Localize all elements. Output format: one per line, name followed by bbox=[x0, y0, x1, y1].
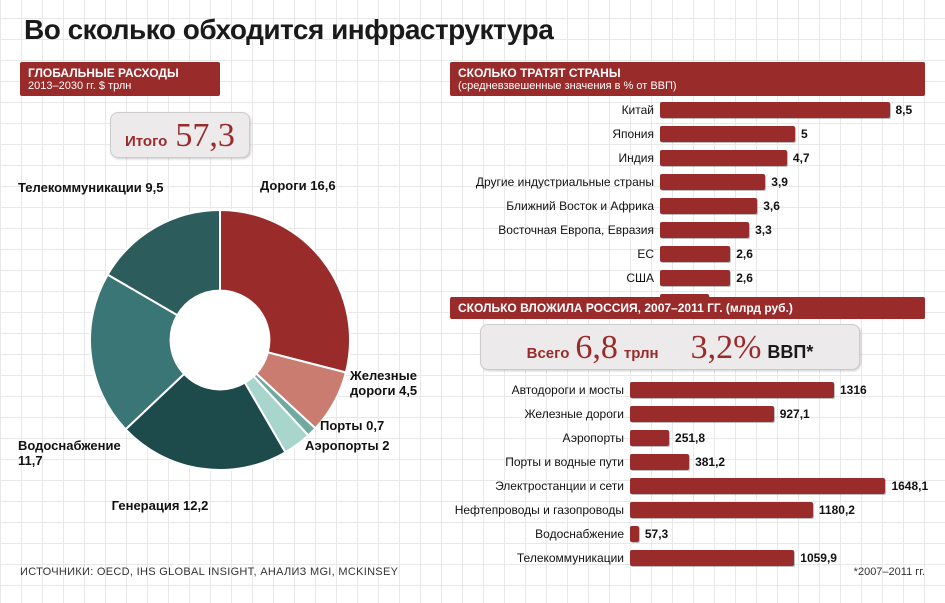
pie-slice-label: Железныедороги 4,5 bbox=[350, 368, 417, 398]
bar bbox=[630, 550, 794, 566]
bar-row: Водоснабжение 57,3 bbox=[450, 524, 930, 544]
main-title: Во сколько обходится инфраструктура bbox=[24, 14, 553, 46]
footnote: *2007–2011 гг. bbox=[854, 566, 925, 578]
bar-label: Железные дороги bbox=[450, 407, 630, 421]
bar-row: Ближний Восток и Африка 3,6 bbox=[450, 196, 930, 216]
bar-label: Индия bbox=[450, 151, 660, 165]
bar-label: Аэропорты bbox=[450, 431, 630, 445]
bar bbox=[630, 502, 813, 518]
bar-value: 1059,9 bbox=[794, 551, 837, 565]
bar-label: США bbox=[450, 271, 660, 285]
bar bbox=[630, 454, 689, 470]
bar-row: Аэропорты 251,8 bbox=[450, 428, 930, 448]
bar-label: Порты и водные пути bbox=[450, 455, 630, 469]
panel-title: ГЛОБАЛЬНЫЕ РАСХОДЫ bbox=[28, 66, 210, 80]
russia-total-label: Всего bbox=[527, 345, 570, 362]
bar bbox=[660, 126, 795, 142]
panel-subtitle: (средневзвешенные значения в % от ВВП) bbox=[458, 80, 915, 92]
bar bbox=[660, 150, 787, 166]
bar-value: 2,6 bbox=[730, 271, 753, 285]
bar-value: 4,7 bbox=[787, 151, 810, 165]
bar bbox=[660, 102, 890, 118]
bar-label: Китай bbox=[450, 103, 660, 117]
bar-row: Другие индустриальные страны 3,9 bbox=[450, 172, 930, 192]
bar-value: 3,6 bbox=[757, 199, 780, 213]
bar-row: Япония 5 bbox=[450, 124, 930, 144]
bar bbox=[630, 478, 885, 494]
bar-label: ЕС bbox=[450, 247, 660, 261]
bar-value: 251,8 bbox=[669, 431, 705, 445]
panel-header-global: ГЛОБАЛЬНЫЕ РАСХОДЫ 2013–2030 гг. $ трлн bbox=[20, 62, 220, 96]
panel-title: СКОЛЬКО ТРАТЯТ СТРАНЫ bbox=[458, 66, 915, 80]
bar-label: Телекоммуникации bbox=[450, 551, 630, 565]
bar-row: Электростанции и сети 1648,1 bbox=[450, 476, 930, 496]
pie-slice-label: Аэропорты 2 bbox=[305, 438, 390, 453]
russia-pct-value: 3,2% bbox=[691, 329, 762, 367]
bar-row: США 2,6 bbox=[450, 268, 930, 288]
panel-subtitle: 2013–2030 гг. $ трлн bbox=[28, 80, 210, 92]
bar-row: Автодороги и мосты 1316 bbox=[450, 380, 930, 400]
russia-total-value: 6,8 bbox=[575, 329, 618, 367]
bar bbox=[660, 198, 757, 214]
bar-value: 1316 bbox=[834, 383, 867, 397]
bar-label: Ближний Восток и Африка bbox=[450, 199, 660, 213]
bar-row: Восточная Европа, Евразия 3,3 bbox=[450, 220, 930, 240]
bar bbox=[630, 382, 834, 398]
bar bbox=[660, 174, 765, 190]
panel-header-countries: СКОЛЬКО ТРАТЯТ СТРАНЫ (средневзвешенные … bbox=[450, 62, 925, 96]
total-pill: Итого 57,3 bbox=[110, 112, 250, 158]
bar bbox=[630, 430, 669, 446]
bar-chart-countries: Китай 8,5 Япония 5 Индия 4,7 Другие индустриал… bbox=[450, 100, 930, 316]
panel-title: СКОЛЬКО ВЛОЖИЛА РОССИЯ, 2007–2011 ГГ. (м… bbox=[458, 301, 915, 315]
bar-row: Нефтепроводы и газопроводы 1180,2 bbox=[450, 500, 930, 520]
pie-slice-label: Водоснабжение11,7 bbox=[18, 438, 121, 468]
pie-slice-label: Порты 0,7 bbox=[320, 418, 384, 433]
bar-label: Япония bbox=[450, 127, 660, 141]
total-value: 57,3 bbox=[175, 117, 235, 155]
bar-row: Китай 8,5 bbox=[450, 100, 930, 120]
pie-slice-label: Телекоммуникации 9,5 bbox=[18, 180, 163, 195]
bar-row: Железные дороги 927,1 bbox=[450, 404, 930, 424]
bar-value: 381,2 bbox=[689, 455, 725, 469]
bar-chart-russia: Автодороги и мосты 1316 Железные дороги 927… bbox=[450, 380, 930, 572]
bar bbox=[660, 222, 749, 238]
bar-label: Другие индустриальные страны bbox=[450, 175, 660, 189]
bar-value: 1648,1 bbox=[885, 479, 928, 493]
bar-value: 2,6 bbox=[730, 247, 753, 261]
pie-slice-label: Генерация 12,2 bbox=[112, 498, 209, 513]
bar-label: Электростанции и сети bbox=[450, 479, 630, 493]
bar-row: Порты и водные пути 381,2 bbox=[450, 452, 930, 472]
bar-row: ЕС 2,6 bbox=[450, 244, 930, 264]
bar bbox=[660, 270, 730, 286]
bar-value: 8,5 bbox=[890, 103, 913, 117]
bar-value: 57,3 bbox=[639, 527, 668, 541]
bar-value: 5 bbox=[795, 127, 808, 141]
panel-header-russia: СКОЛЬКО ВЛОЖИЛА РОССИЯ, 2007–2011 ГГ. (м… bbox=[450, 297, 925, 319]
bar-label: Водоснабжение bbox=[450, 527, 630, 541]
bar-row: Телекоммуникации 1059,9 bbox=[450, 548, 930, 568]
russia-total-unit: трлн bbox=[624, 345, 659, 362]
bar-value: 1180,2 bbox=[813, 503, 855, 517]
pie-slice-label: Дороги 16,6 bbox=[260, 178, 336, 193]
source-line: ИСТОЧНИКИ: OECD, IHS GLOBAL INSIGHT, АНА… bbox=[20, 566, 398, 578]
bar-row: Индия 4,7 bbox=[450, 148, 930, 168]
bar-label: Восточная Европа, Евразия bbox=[450, 223, 660, 237]
bar-value: 927,1 bbox=[774, 407, 810, 421]
bar-label: Нефтепроводы и газопроводы bbox=[450, 503, 630, 517]
russia-pct-unit: ВВП* bbox=[767, 342, 813, 363]
bar bbox=[660, 246, 730, 262]
total-label: Итого bbox=[125, 133, 167, 150]
bar bbox=[630, 526, 639, 542]
bar-value: 3,9 bbox=[765, 175, 788, 189]
bar-value: 3,3 bbox=[749, 223, 772, 237]
bar bbox=[630, 406, 774, 422]
russia-total-pill: Всего 6,8 трлн 3,2% ВВП* bbox=[480, 324, 860, 370]
bar-label: Автодороги и мосты bbox=[450, 383, 630, 397]
